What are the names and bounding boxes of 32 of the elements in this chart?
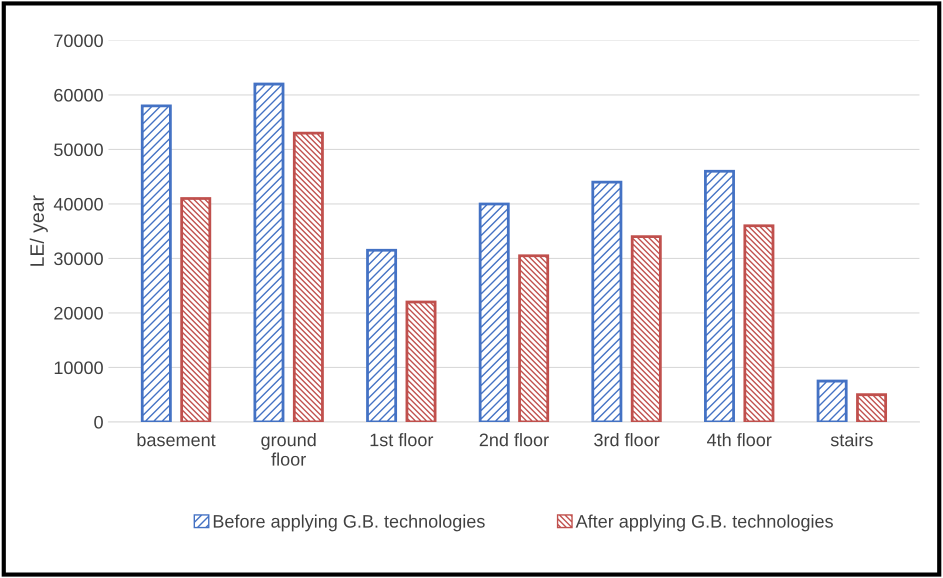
y-tick-label: 10000 [54, 361, 103, 374]
bar [856, 393, 888, 422]
bar [743, 224, 774, 422]
x-tick-label: stairs [830, 433, 873, 446]
y-tick-label: 60000 [54, 88, 103, 102]
x-tick-label: 2nd floor [480, 433, 549, 446]
legend-label: Before applying G.B. technologies [214, 514, 485, 532]
x-tick-label: 4th floor [707, 433, 772, 446]
legend-label: After applying G.B. technologies [576, 514, 833, 532]
y-tick-label: 40000 [54, 198, 103, 211]
bar [180, 197, 212, 422]
bar [478, 202, 510, 422]
x-tick-label: basement [138, 433, 216, 446]
y-tick-label: 50000 [54, 143, 103, 156]
bar [366, 248, 398, 422]
y-tick-label: 20000 [54, 306, 103, 320]
y-tick-label: 30000 [54, 252, 103, 266]
x-tick-label: 1st floor [370, 433, 434, 446]
y-tick-label: 0 [94, 416, 103, 429]
bar [591, 180, 622, 422]
x-tick-label: ground floor [261, 433, 316, 466]
bar [253, 82, 284, 422]
bar [630, 235, 662, 422]
bar [406, 300, 436, 422]
bar [140, 104, 172, 422]
y-tick-label: 70000 [54, 34, 103, 48]
bar [518, 254, 550, 422]
bar [292, 132, 324, 422]
bar [816, 380, 848, 422]
x-tick-label: 3rd floor [594, 433, 660, 446]
bar [704, 170, 735, 422]
y-axis-title: LE/ year [30, 195, 48, 266]
